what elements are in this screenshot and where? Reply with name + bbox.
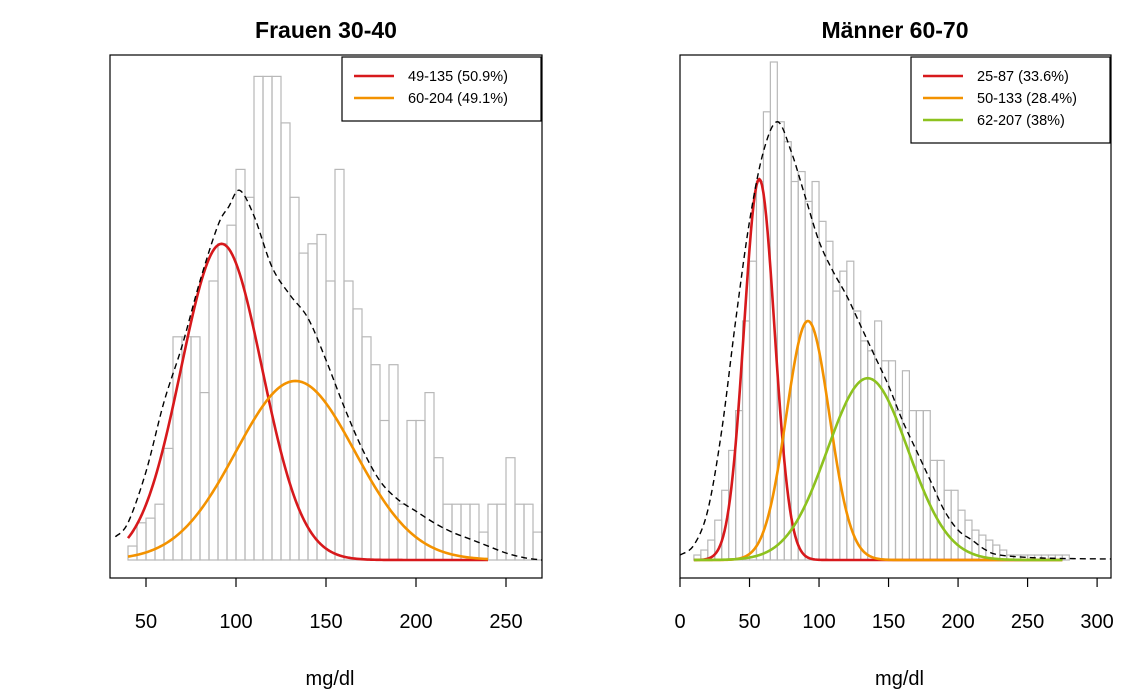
histogram-bar: [487, 503, 498, 561]
histogram-bar: [226, 224, 237, 561]
x-tick-label: 300: [1080, 611, 1113, 633]
histogram-bar: [762, 111, 771, 561]
histogram-bar: [460, 503, 471, 561]
histogram-bar: [560, 532, 569, 560]
x-tick-label: 50: [135, 611, 157, 633]
series-line-1: [126, 242, 488, 562]
histogram-bar: [280, 122, 291, 561]
histogram-bar: [514, 503, 525, 561]
histogram-bar: [361, 336, 372, 561]
histogram-bar: [523, 503, 534, 561]
chart-panel-left: Frauen 30-40 50 100 150 200 250 mg/dl 49-135 (5…: [109, 17, 578, 690]
histogram-bar: [352, 308, 363, 561]
x-axis-label: mg/dl: [875, 668, 924, 690]
density-curve: [680, 121, 1111, 560]
histogram-bar: [901, 370, 911, 561]
legend-label: 50-133 (28.4%): [977, 91, 1077, 107]
histogram-bar: [811, 180, 820, 561]
histogram-bar: [755, 180, 765, 561]
x-tick-label: 0: [674, 611, 685, 633]
histogram-bar: [325, 280, 336, 561]
legend-label: 49-135 (50.9%): [408, 69, 508, 85]
histogram-bar: [748, 260, 758, 561]
histogram-bar: [307, 243, 318, 561]
histogram-bar: [936, 459, 945, 561]
histogram-bar: [797, 170, 806, 561]
histogram-bar: [244, 196, 255, 561]
series-line-2: [127, 379, 489, 561]
histogram-bar: [406, 419, 417, 561]
histogram-bar: [397, 503, 408, 561]
histogram-bar: [199, 392, 210, 561]
legend-label: 60-204 (49.1%): [408, 91, 508, 107]
histogram-bar: [424, 392, 435, 561]
histogram-bar: [860, 340, 869, 561]
x-tick-label: 250: [1011, 611, 1044, 633]
histogram-bar: [908, 410, 917, 561]
histogram-bar: [741, 320, 751, 561]
x-tick-label: 100: [219, 611, 252, 633]
plot-frame: [679, 54, 1112, 579]
histogram-bar: [957, 509, 966, 561]
histogram-bar: [262, 75, 273, 561]
x-tick-label: 150: [309, 611, 342, 633]
histogram-bar: [569, 504, 578, 560]
x-tick-label: 50: [738, 611, 760, 633]
histogram-bar: [451, 503, 462, 561]
histogram-bar: [235, 168, 246, 561]
histogram-bar: [496, 503, 507, 561]
histogram-bar: [127, 545, 138, 561]
chart-panel-right: Männer 60-70 0 50 100 150 200 250 300 mg/dl 25-87…: [674, 17, 1113, 690]
x-tick-label: 250: [489, 611, 522, 633]
histogram-bar: [145, 517, 156, 561]
density-curve: [114, 189, 542, 561]
legend-label: 62-207 (38%): [977, 113, 1065, 129]
histogram-bar: [1061, 554, 1070, 561]
histogram-bar: [887, 360, 897, 561]
x-axis-label: mg/dl: [306, 668, 355, 690]
histogram-bar: [154, 503, 165, 561]
histogram-bar: [253, 75, 264, 561]
histogram-bar: [190, 336, 201, 561]
histogram-bar: [334, 168, 345, 561]
x-tick-label: 150: [872, 611, 905, 633]
plot-area: [114, 75, 578, 562]
legend-box: [341, 56, 542, 122]
legend: 25-87 (33.6%) 50-133 (28.4%) 62-207 (38%): [910, 56, 1111, 144]
chart-title: Frauen 30-40: [255, 17, 397, 43]
histogram-bar: [343, 280, 354, 561]
histogram-bar: [469, 503, 480, 561]
histogram-bar: [505, 457, 516, 561]
x-tick-label: 200: [941, 611, 974, 633]
histogram-bar: [271, 75, 282, 561]
histogram-bar: [433, 457, 444, 561]
histogram-bar: [551, 504, 560, 560]
histogram-bar: [776, 121, 785, 561]
series-line-3: [693, 376, 1063, 562]
histogram-bar: [370, 364, 381, 561]
legend: 49-135 (50.9%) 60-204 (49.1%): [341, 56, 542, 122]
histogram-bar: [853, 310, 862, 561]
histogram-bar: [943, 489, 952, 561]
chart-title: Männer 60-70: [821, 17, 968, 43]
histogram-bar: [867, 350, 876, 561]
legend-label: 25-87 (33.6%): [977, 69, 1069, 85]
x-tick-label: 200: [399, 611, 432, 633]
histogram-bar: [217, 243, 228, 561]
histogram-bar: [922, 410, 931, 561]
x-tick-label: 100: [802, 611, 835, 633]
histogram-bar: [208, 280, 219, 561]
histogram-bar: [532, 531, 542, 561]
plot-area: [680, 61, 1111, 562]
histogram-bar: [379, 419, 390, 561]
histogram-bar: [874, 320, 883, 561]
histogram-bar: [541, 503, 542, 561]
histogram-bar: [388, 364, 399, 561]
legend-box: [910, 56, 1111, 144]
